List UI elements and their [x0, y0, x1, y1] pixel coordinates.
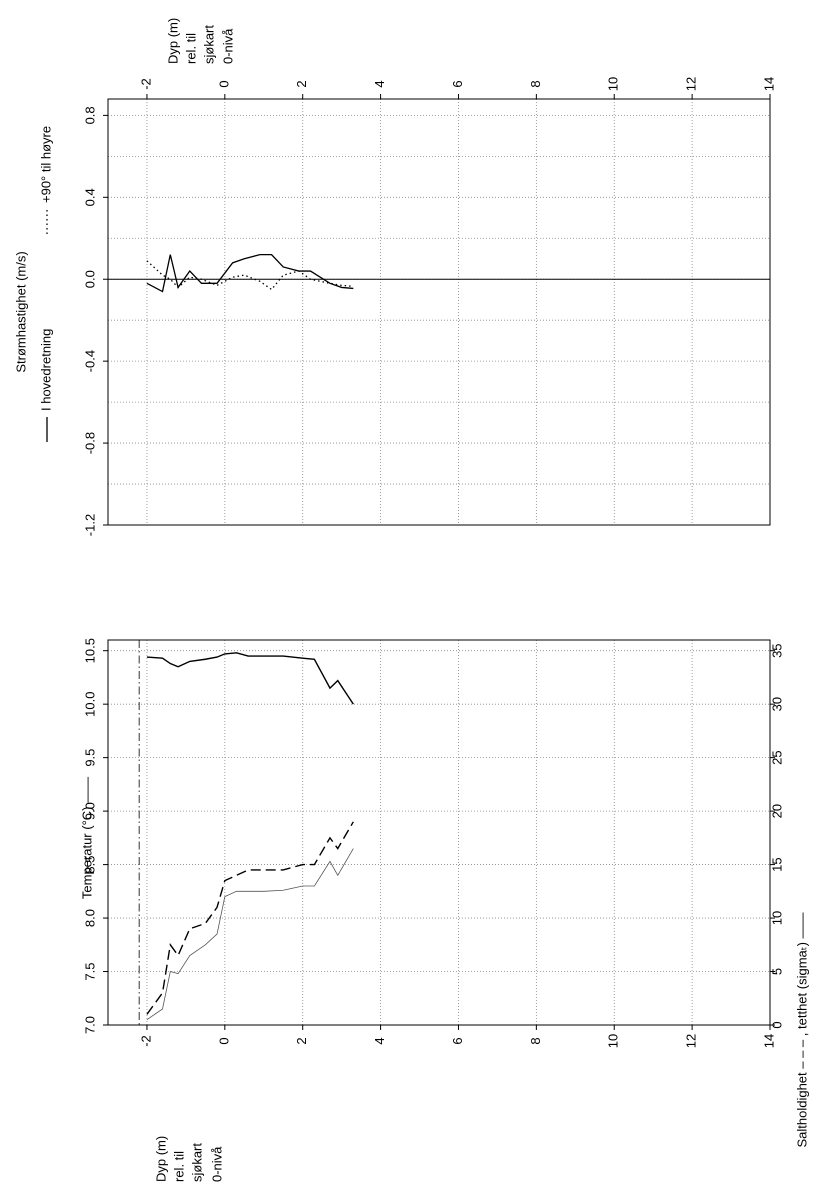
x-tick-label: 10	[606, 77, 621, 91]
x-axis-label: rel. til	[183, 33, 198, 64]
y-tick-label: 0.4	[82, 188, 97, 206]
x-tick-label: 12	[684, 77, 699, 91]
y2-tick-label: 35	[769, 643, 784, 657]
x-axis-label: rel. til	[171, 1151, 186, 1182]
series-line	[146, 821, 354, 1015]
x-tick-label: 6	[450, 1037, 465, 1044]
y2-axis-label: Saltholdighet – – – , tetthet (sigmaₜ) —…	[794, 912, 809, 1147]
x-tick-label: 4	[372, 80, 387, 87]
x-axis-label: Dyp (m)	[165, 18, 180, 64]
x-axis-label: sjøkart	[201, 25, 216, 64]
y2-tick-label: 10	[769, 911, 784, 925]
y2-tick-label: 25	[769, 750, 784, 764]
y2-tick-label: 30	[769, 697, 784, 711]
x-tick-label: 14	[761, 77, 776, 91]
y2-tick-label: 5	[769, 968, 784, 975]
y-tick-label: 10.5	[82, 638, 97, 663]
y2-tick-label: 0	[769, 1021, 784, 1028]
y-tick-label: 9.5	[82, 749, 97, 767]
y-tick-label: -1.2	[82, 514, 97, 536]
x-tick-label: -2	[138, 78, 153, 90]
y-tick-label: 0.8	[82, 106, 97, 124]
y-tick-label: -0.8	[82, 432, 97, 454]
x-tick-label: -2	[138, 1035, 153, 1047]
legend-label: +90° til høyre	[38, 126, 53, 203]
series-line	[146, 848, 354, 1020]
series-line	[146, 254, 354, 293]
x-tick-label: 0	[216, 80, 231, 87]
series-line	[146, 652, 354, 705]
x-axis-label: sjøkart	[189, 1143, 204, 1182]
y-axis-label: Strømhastighet (m/s)	[13, 251, 28, 372]
x-tick-label: 6	[450, 80, 465, 87]
y-tick-label: -0.4	[82, 350, 97, 372]
y-tick-label: 7.0	[82, 1016, 97, 1034]
y-axis-label: Temperatur (°C) ——	[79, 777, 94, 899]
x-tick-label: 10	[606, 1034, 621, 1048]
x-tick-label: 12	[684, 1034, 699, 1048]
x-axis-label: Dyp (m)	[153, 1136, 168, 1182]
plot-frame	[107, 98, 771, 526]
y-tick-label: 8.5	[82, 856, 97, 874]
x-axis-label: 0-nivå	[220, 28, 235, 64]
x-tick-label: 2	[294, 1037, 309, 1044]
y-tick-label: 0.0	[82, 270, 97, 288]
x-tick-label: 2	[294, 80, 309, 87]
legend-label: I hovedretning	[38, 329, 53, 411]
plot-frame	[107, 639, 771, 1026]
y-tick-label: 7.5	[82, 962, 97, 980]
x-tick-label: 4	[372, 1037, 387, 1044]
y-tick-label: 9.0	[82, 802, 97, 820]
x-tick-label: 8	[528, 80, 543, 87]
x-axis-label: 0-nivå	[209, 1146, 224, 1182]
x-tick-label: 8	[528, 1037, 543, 1044]
y2-tick-label: 20	[769, 804, 784, 818]
y-tick-label: 10.0	[82, 692, 97, 717]
x-tick-label: 0	[216, 1037, 231, 1044]
x-tick-label: 14	[761, 1034, 776, 1048]
y2-tick-label: 15	[769, 857, 784, 871]
y-tick-label: 8.0	[82, 909, 97, 927]
